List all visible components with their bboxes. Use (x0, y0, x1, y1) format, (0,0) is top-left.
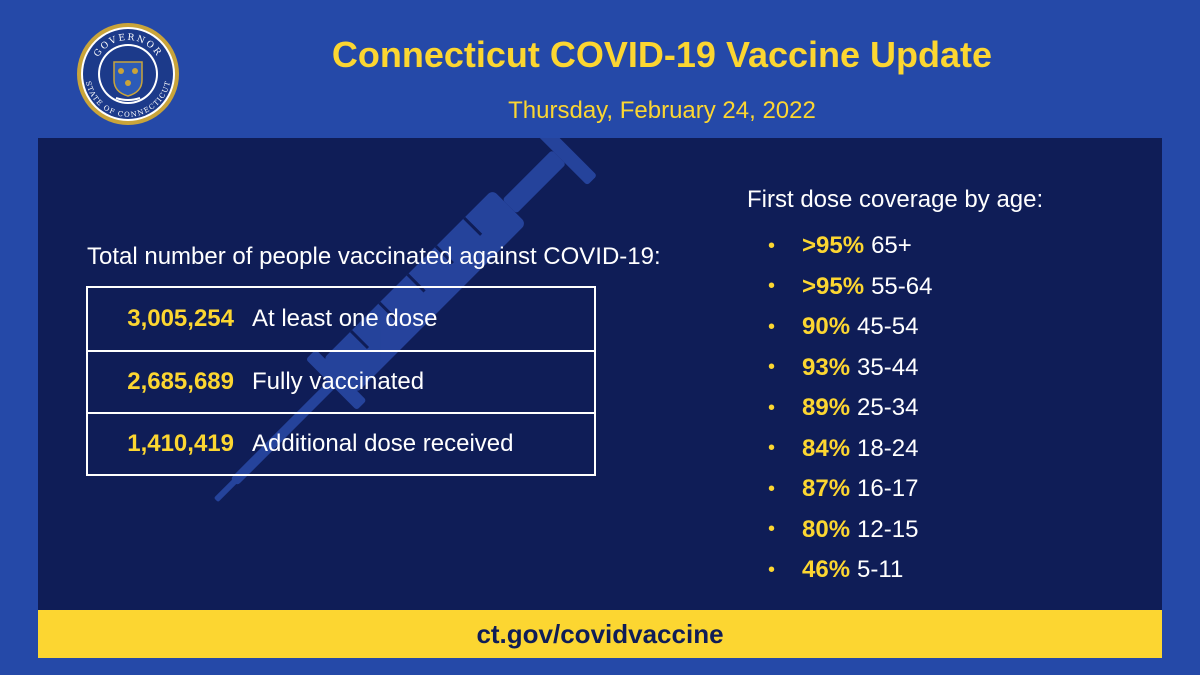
page-title: Connecticut COVID-19 Vaccine Update (331, 34, 993, 75)
coverage-percent: 89% (802, 394, 851, 422)
totals-row-fully-vaccinated: 2,685,689 Fully vaccinated (88, 350, 594, 412)
connecticut-state-seal-icon: GOVERNOR STATE OF CONNECTICUT (76, 22, 180, 126)
coverage-age: 18-24 (857, 434, 919, 462)
coverage-age: 55-64 (871, 272, 933, 300)
bullet-icon: • (768, 315, 776, 338)
totals-value: 2,685,689 (127, 368, 234, 395)
list-item: • >95% 55-64 (768, 267, 932, 308)
coverage-age: 5-11 (857, 556, 904, 584)
coverage-percent: >95% (802, 272, 865, 300)
totals-label: At least one dose (252, 305, 438, 332)
syringe-icon (214, 138, 596, 502)
bullet-icon: • (768, 437, 776, 460)
totals-row-additional-dose: 1,410,419 Additional dose received (88, 412, 594, 474)
coverage-age: 35-44 (857, 353, 919, 381)
coverage-heading: First dose coverage by age: (747, 186, 1044, 213)
coverage-list: • >95% 65+ • >95% 55-64 • 90% 45-54 • 93… (768, 226, 932, 591)
totals-value: 1,410,419 (127, 430, 234, 457)
footer-banner: ct.gov/covidvaccine (38, 610, 1162, 658)
totals-table: 3,005,254 At least one dose 2,685,689 Fu… (86, 286, 596, 476)
list-item: • 87% 16-17 (768, 469, 932, 510)
totals-value: 3,005,254 (127, 305, 234, 332)
coverage-percent: 46% (802, 556, 851, 584)
totals-row-first-dose: 3,005,254 At least one dose (88, 288, 594, 350)
coverage-age: 65+ (871, 232, 912, 260)
coverage-percent: 80% (802, 515, 851, 543)
update-date: Thursday, February 24, 2022 (508, 97, 816, 124)
totals-label: Fully vaccinated (252, 368, 425, 395)
bullet-icon: • (768, 558, 776, 581)
coverage-percent: 90% (802, 313, 851, 341)
content-panel: Total number of people vaccinated agains… (38, 138, 1162, 610)
list-item: • 80% 12-15 (768, 510, 932, 551)
list-item: • 89% 25-34 (768, 388, 932, 429)
list-item: • >95% 65+ (768, 226, 932, 267)
bullet-icon: • (768, 396, 776, 419)
coverage-age: 45-54 (857, 313, 919, 341)
bullet-icon: • (768, 477, 776, 500)
bullet-icon: • (768, 234, 776, 257)
coverage-percent: >95% (802, 232, 865, 260)
bullet-icon: • (768, 518, 776, 541)
list-item: • 84% 18-24 (768, 429, 932, 470)
list-item: • 46% 5-11 (768, 550, 932, 591)
coverage-percent: 93% (802, 353, 851, 381)
coverage-percent: 84% (802, 434, 851, 462)
coverage-age: 16-17 (857, 475, 919, 503)
coverage-percent: 87% (802, 475, 851, 503)
footer-link[interactable]: ct.gov/covidvaccine (476, 619, 724, 649)
list-item: • 93% 35-44 (768, 348, 932, 389)
bullet-icon: • (768, 275, 776, 298)
totals-heading: Total number of people vaccinated agains… (87, 243, 661, 270)
coverage-age: 25-34 (857, 394, 919, 422)
totals-label: Additional dose received (252, 430, 514, 457)
bullet-icon: • (768, 356, 776, 379)
coverage-age: 12-15 (857, 515, 919, 543)
list-item: • 90% 45-54 (768, 307, 932, 348)
